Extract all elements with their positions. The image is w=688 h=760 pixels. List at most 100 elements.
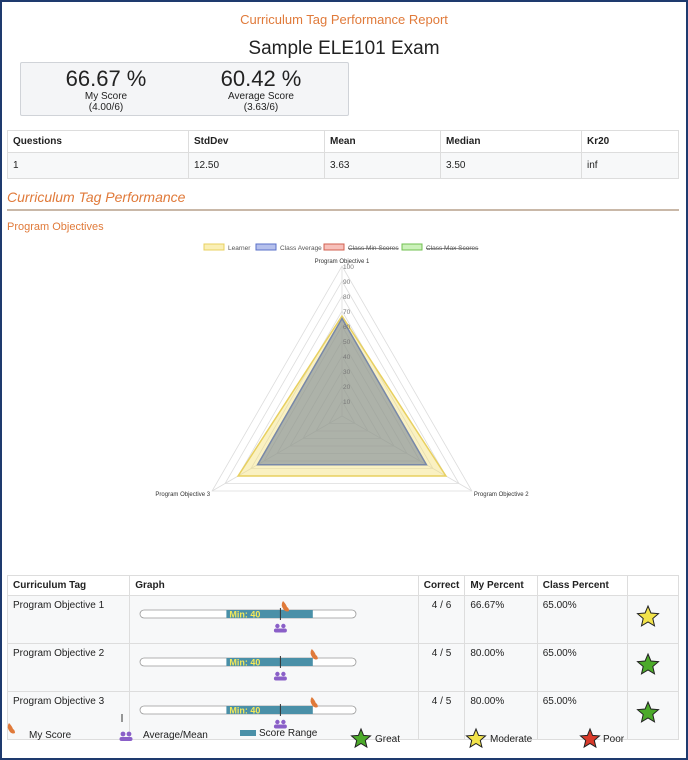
legend-moderate: Moderate [490,734,533,745]
r-tick-label: 40 [343,354,351,361]
average-icon [274,671,288,681]
tag-graph: Min: 40 [129,643,419,692]
radar-chart: Learner Class Average Class Min Scores Clas… [155,243,529,498]
tag-row: Program Objective 3 Min: 40 4 / 5 80.00% 6… [6,691,679,740]
tag-name: Program Objective 3 [6,691,131,740]
legend-score-range: Score Range [259,728,318,739]
radar-series-class-average [256,316,428,466]
min-label: Min: 40 [230,658,261,668]
tag-row: Program Objective 2 Min: 40 4 / 5 80.00% 6… [6,643,679,692]
axis-label: Program Objective 2 [474,492,529,498]
min-label: Min: 40 [230,706,261,716]
legend-poor: Poor [603,734,625,745]
score-bar-chart: Min: 40 [139,601,357,633]
tag-my-percent: 80.00% [464,643,538,692]
tag-row: Program Objective 1 Min: 40 4 / 6 66.67% 6… [6,595,679,644]
legend-swatch [255,243,277,251]
legend-average: Average/Mean [143,730,208,741]
legend-label: Learner [228,245,251,252]
average-icon [274,719,288,729]
average-score-raw: (3.63/6) [243,102,279,113]
moderate-star-icon [465,727,487,749]
exam-stats-table: Questions StdDev Mean Median Kr20 1 12.5… [7,130,679,179]
tags-header-row: Curriculum Tag Graph Correct My Percent … [6,575,679,596]
tag-graph: Min: 40 [129,595,419,644]
stats-cell: 12.50 [188,152,325,179]
legend-swatch [203,243,225,251]
score-range-icon [240,730,256,736]
moderate-star-icon [636,604,660,627]
score-summary-box: 66.67 % My Score (4.00/6) 60.42 % Averag… [20,62,349,116]
r-tick-label: 50 [343,339,351,346]
great-star-icon [636,652,660,675]
legend-item[interactable]: Class Average [255,243,322,252]
section-title: Curriculum Tag Performance [7,189,186,205]
legend-swatch [401,243,423,251]
my-score-label: My Score [84,91,128,102]
my-score-icon [7,723,15,734]
great-star-icon [636,700,660,723]
section-divider [7,209,679,211]
average-score-label: Average Score [228,91,294,102]
poor-star-icon [579,727,601,749]
stats-header: Questions [7,130,189,153]
average-icon [274,623,288,633]
my-score-marker [281,601,290,612]
tag-correct: 4 / 6 [417,595,466,644]
stats-header: Median [440,130,582,153]
graph-legend: My Score Average/Mean Score Range Great … [2,714,686,754]
legend-label: Class Max Scores [426,245,479,252]
r-tick-label: 20 [343,384,351,391]
chart-subtitle: Program Objectives [7,221,104,233]
stats-row: 1 12.50 3.63 3.50 inf [7,152,679,179]
stats-header-row: Questions StdDev Mean Median Kr20 [7,130,679,153]
stats-cell: 1 [7,152,189,179]
score-range-bar [226,610,314,618]
my-score-card: 66.67 % My Score (4.00/6) [36,67,176,114]
axis-label: Program Objective 1 [315,259,370,265]
tag-correct: 4 / 5 [417,691,466,740]
r-tick-label: 30 [343,369,351,376]
tags-header: Graph [129,575,419,596]
chart-legend: Learner Class Average Class Min Scores Clas… [203,243,479,252]
stats-cell: 3.50 [440,152,582,179]
stats-cell: inf [581,152,679,179]
score-bar-chart: Min: 40 [139,697,357,729]
my-score-marker [310,697,319,708]
r-tick-label: 10 [343,399,351,406]
curriculum-tag-table: Curriculum Tag Graph Correct My Percent … [6,575,679,740]
legend-label: Class Average [280,245,322,252]
great-star-icon [350,727,372,749]
my-score-marker [310,649,319,660]
tag-rating [627,643,679,692]
r-tick-label: 100 [343,264,354,271]
tags-header: Class Percent [536,575,629,596]
legend-item[interactable]: Learner [203,243,251,252]
grid-ring [224,280,460,484]
grid-ring [211,265,473,492]
tag-my-percent: 66.67% [464,595,538,644]
legend-item[interactable]: Class Min Scores [323,243,399,252]
tags-header: Correct [417,575,466,596]
grid-ring [250,310,434,469]
stats-header: StdDev [188,130,325,153]
average-score-percent: 60.42 % [220,66,302,91]
tag-rating [627,595,679,644]
stats-cell: 3.63 [324,152,441,179]
axis-label: Program Objective 3 [155,492,210,498]
score-bar-chart: Min: 40 [139,649,357,681]
tag-graph: Min: 40 [129,691,419,740]
stats-header: Kr20 [581,130,679,153]
r-tick-label: 60 [343,324,351,331]
score-range-bar [226,658,314,666]
legend-my-score: My Score [29,730,72,741]
legend-item[interactable]: Class Max Scores [401,243,479,252]
tag-class-percent: 65.00% [536,643,629,692]
my-score-raw: (4.00/6) [88,102,124,113]
legend-label: Class Min Scores [348,245,399,252]
tags-header: Curriculum Tag [6,575,131,596]
tags-header: My Percent [464,575,538,596]
r-tick-label: 80 [343,294,351,301]
